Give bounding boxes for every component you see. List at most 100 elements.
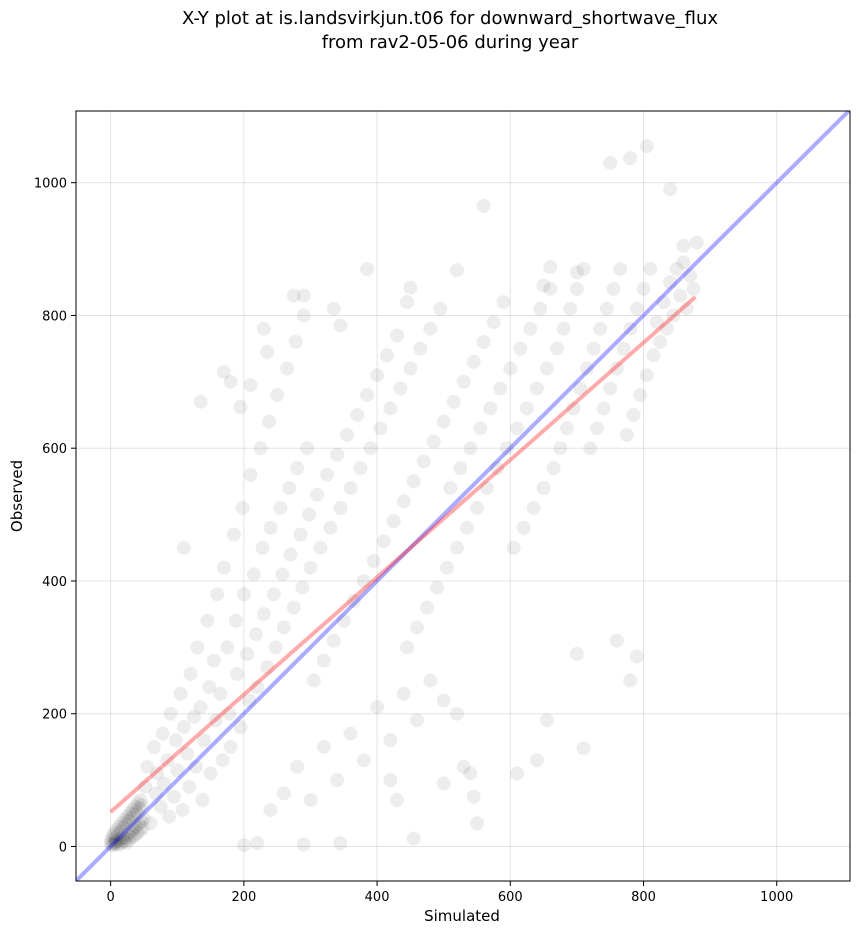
data-point: [436, 776, 451, 791]
data-point: [466, 354, 481, 369]
data-point: [569, 646, 584, 661]
data-point: [516, 520, 531, 535]
data-point: [513, 341, 528, 356]
data-point: [156, 776, 171, 791]
data-point: [280, 361, 295, 376]
data-point: [303, 793, 318, 808]
data-point: [383, 401, 398, 416]
data-point: [104, 832, 119, 847]
data-point: [233, 720, 248, 734]
data-point: [676, 238, 691, 253]
data-point: [456, 374, 471, 389]
data-point: [450, 540, 465, 555]
data-point: [536, 481, 551, 496]
data-point: [216, 560, 231, 575]
data-point: [160, 753, 175, 768]
data-point: [430, 580, 445, 595]
data-point: [123, 824, 138, 839]
data-point: [393, 381, 408, 396]
data-point: [686, 281, 701, 296]
axis-ticks: 0 200 400 600 800 1000 0 200 400 600 800 1000: [34, 177, 793, 905]
data-point: [168, 733, 183, 748]
data-point: [226, 527, 241, 542]
data-point: [436, 693, 451, 708]
data-point: [195, 793, 210, 808]
data-point: [200, 613, 215, 628]
data-point: [459, 520, 474, 535]
data-point: [208, 713, 223, 728]
data-point: [356, 753, 371, 768]
plot-frame: [75, 110, 851, 882]
data-point: [586, 341, 601, 356]
data-point: [559, 421, 574, 436]
data-point: [290, 461, 305, 476]
data-point: [124, 830, 139, 845]
data-point: [233, 400, 248, 415]
data-point: [683, 268, 698, 283]
data-point: [296, 837, 311, 852]
data-point: [266, 587, 281, 602]
data-point: [370, 368, 385, 383]
data-point: [463, 766, 478, 781]
data-point: [350, 408, 365, 423]
data-point: [496, 295, 511, 310]
data-point: [629, 649, 644, 664]
data-point: [436, 414, 451, 429]
data-point: [260, 660, 275, 675]
y-tick-label: 200: [42, 708, 67, 723]
data-point: [473, 421, 488, 436]
data-point: [410, 620, 425, 635]
data-point: [673, 288, 688, 303]
data-point: [499, 441, 514, 456]
data-point: [114, 816, 129, 831]
data-point: [193, 700, 208, 715]
data-point: [526, 500, 541, 515]
data-point: [126, 807, 141, 822]
data-point: [506, 540, 521, 555]
data-point: [127, 828, 142, 843]
data-point: [180, 746, 195, 761]
one-to-one-line: [76, 111, 850, 881]
data-point: [112, 819, 127, 834]
data-point: [114, 836, 129, 851]
data-point: [396, 686, 411, 701]
data-point: [108, 831, 123, 846]
data-point: [104, 837, 119, 852]
data-point: [223, 739, 238, 754]
data-point: [509, 421, 524, 436]
chart-title-line-1: X-Y plot at is.landsvirkjun.t06 for down…: [181, 8, 719, 29]
data-point: [116, 820, 131, 835]
data-point: [106, 838, 121, 853]
data-point: [616, 341, 631, 356]
data-point: [503, 361, 518, 376]
data-point: [228, 613, 243, 628]
data-point: [360, 388, 375, 403]
data-point: [406, 474, 421, 489]
data-point: [130, 826, 145, 841]
data-point: [569, 265, 584, 280]
x-tick-label: 800: [631, 890, 656, 905]
data-point: [124, 811, 139, 826]
data-point: [206, 653, 221, 668]
data-point: [111, 837, 126, 852]
data-point: [132, 823, 147, 838]
data-point: [276, 786, 291, 801]
data-point: [626, 408, 641, 423]
data-point: [107, 835, 122, 850]
data-point: [456, 759, 471, 774]
data-point: [140, 759, 155, 774]
data-point: [170, 763, 185, 778]
data-point: [330, 447, 345, 462]
data-point: [295, 580, 310, 595]
data-point: [230, 666, 245, 681]
data-point: [263, 802, 278, 817]
data-point: [543, 259, 558, 274]
data-point: [246, 567, 261, 582]
data-point: [188, 759, 203, 774]
data-point: [262, 414, 277, 429]
data-point: [353, 461, 368, 476]
data-point: [376, 534, 391, 549]
data-point: [539, 361, 554, 376]
data-point: [583, 441, 598, 456]
data-point: [103, 836, 118, 851]
